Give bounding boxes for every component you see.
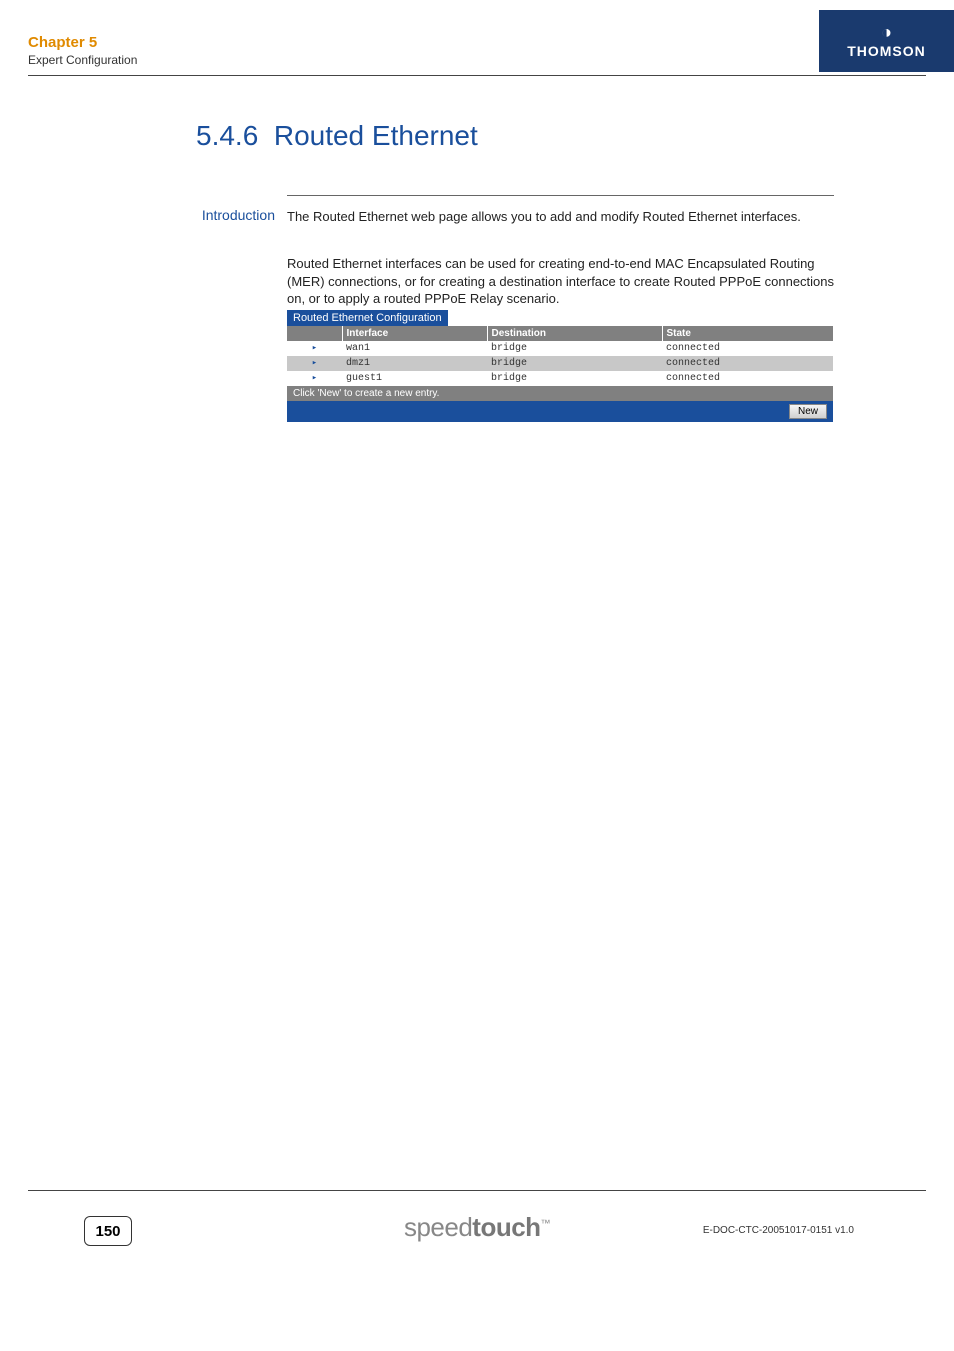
new-button[interactable]: New <box>789 404 827 419</box>
thomson-logo: ◑ THOMSON <box>819 10 954 72</box>
config-table: Interface Destination State ▸ wan1 bridg… <box>287 326 833 386</box>
row-marker-icon: ▸ <box>287 341 342 356</box>
intro-para-1: The Routed Ethernet web page allows you … <box>287 208 834 226</box>
cell-interface: wan1 <box>342 341 487 356</box>
footer-divider <box>28 1190 926 1191</box>
col-header-state: State <box>662 326 833 341</box>
header-divider <box>28 75 926 76</box>
logo-light-text: speed <box>404 1212 472 1242</box>
cell-interface: dmz1 <box>342 356 487 371</box>
cell-destination: bridge <box>487 371 662 386</box>
table-row[interactable]: ▸ wan1 bridge connected <box>287 341 833 356</box>
cell-destination: bridge <box>487 356 662 371</box>
hint-text: Click 'New' to create a new entry. <box>287 386 833 401</box>
cell-state: connected <box>662 371 833 386</box>
intro-para-2: Routed Ethernet interfaces can be used f… <box>287 255 834 308</box>
chapter-subtitle: Expert Configuration <box>28 53 137 67</box>
logo-tm: ™ <box>541 1218 551 1229</box>
cell-state: connected <box>662 341 833 356</box>
intro-label: Introduction <box>175 207 275 223</box>
routed-ethernet-config-panel: Routed Ethernet Configuration Interface … <box>287 310 833 422</box>
logo-text: THOMSON <box>847 43 926 59</box>
chapter-block: Chapter 5 Expert Configuration <box>28 34 137 67</box>
col-header-destination: Destination <box>487 326 662 341</box>
page-header: Chapter 5 Expert Configuration ◑ THOMSON <box>0 0 954 72</box>
cell-state: connected <box>662 356 833 371</box>
logo-bold-text: touch <box>472 1212 540 1242</box>
section-divider <box>287 195 834 196</box>
cell-interface: guest1 <box>342 371 487 386</box>
chapter-title: Chapter 5 <box>28 34 137 51</box>
row-marker-icon: ▸ <box>287 356 342 371</box>
table-row[interactable]: ▸ guest1 bridge connected <box>287 371 833 386</box>
button-row: New <box>287 401 833 422</box>
section-heading: 5.4.6 Routed Ethernet <box>196 120 478 152</box>
section-title: Routed Ethernet <box>274 120 478 151</box>
logo-icon: ◑ <box>881 23 892 41</box>
section-number: 5.4.6 <box>196 120 258 151</box>
cell-destination: bridge <box>487 341 662 356</box>
row-marker-icon: ▸ <box>287 371 342 386</box>
config-title: Routed Ethernet Configuration <box>287 310 448 326</box>
document-id: E-DOC-CTC-20051017-0151 v1.0 <box>703 1225 854 1236</box>
col-header-icon <box>287 326 342 341</box>
col-header-interface: Interface <box>342 326 487 341</box>
table-header-row: Interface Destination State <box>287 326 833 341</box>
speedtouch-logo: speedtouch™ <box>404 1212 550 1243</box>
page-number: 150 <box>84 1216 132 1246</box>
table-row[interactable]: ▸ dmz1 bridge connected <box>287 356 833 371</box>
